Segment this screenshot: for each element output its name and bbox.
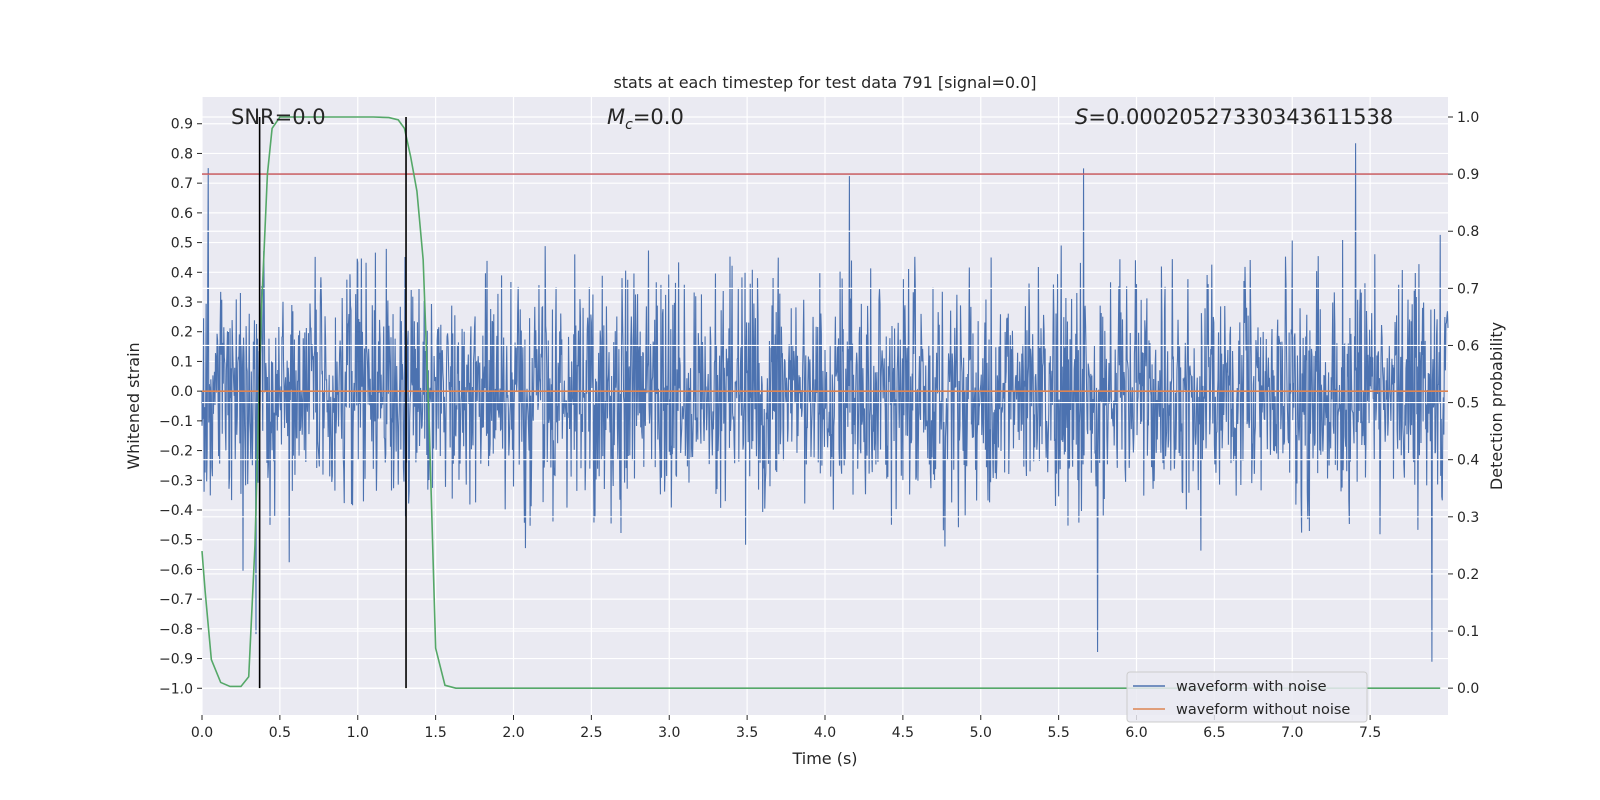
x-tick-label: 6.0 [1125, 725, 1147, 741]
y-tick-label: −1.0 [159, 681, 193, 697]
x-tick-label: 6.5 [1203, 725, 1225, 741]
x-tick-label: 1.5 [424, 725, 446, 741]
x-tick-label: 3.5 [736, 725, 758, 741]
x-tick-label: 2.5 [580, 725, 602, 741]
x-tick-label: 0.0 [191, 725, 213, 741]
y2-tick-label: 0.7 [1457, 281, 1479, 297]
y2-tick-label: 0.3 [1457, 510, 1479, 526]
y-tick-label: −0.3 [159, 473, 193, 489]
y-tick-label: 0.9 [171, 117, 193, 133]
chirp-mass-annotation: Mc=0.0 [607, 105, 684, 133]
x-tick-label: 5.5 [1047, 725, 1069, 741]
mc-symbol: M [607, 105, 625, 129]
y2-tick-label: 0.6 [1457, 338, 1479, 354]
s-value: =0.00020527330343611538 [1088, 105, 1393, 129]
detection-probability-line [201, 116, 1441, 689]
y2-tick-label: 0.9 [1457, 167, 1479, 183]
y-tick-label: 0.3 [171, 295, 193, 311]
y-tick-label: −0.8 [159, 622, 193, 638]
y2-tick-label: 1.0 [1457, 110, 1479, 126]
snr-annotation: SNR=0.0 [231, 105, 326, 129]
y2-tick-label: 0.4 [1457, 453, 1479, 469]
y-tick-label: −0.9 [159, 652, 193, 668]
legend-label-waveform-with-noise: waveform with noise [1176, 679, 1327, 695]
y2-tick-label: 0.1 [1457, 624, 1479, 640]
y2-axis-label: Detection probability [1487, 322, 1506, 490]
y-tick-label: −0.5 [159, 533, 193, 549]
x-tick-label: 0.5 [269, 725, 291, 741]
legend-label-waveform-without-noise: waveform without noise [1176, 702, 1350, 718]
x-tick-label: 4.0 [814, 725, 836, 741]
y-tick-label: −0.1 [159, 414, 193, 430]
y2-tick-label: 0.0 [1457, 681, 1479, 697]
chart-title: stats at each timestep for test data 791… [613, 73, 1036, 92]
chart-overlay [201, 116, 1448, 689]
y-tick-label: 0.6 [171, 206, 193, 222]
legend-box [1126, 671, 1368, 723]
x-tick-label: 1.0 [347, 725, 369, 741]
x-tick-label: 7.0 [1281, 725, 1303, 741]
x-axis-label: Time (s) [791, 749, 857, 768]
y-tick-label: 0.0 [171, 384, 193, 400]
x-tick-label: 4.5 [892, 725, 914, 741]
y-axis-label: Whitened strain [124, 342, 143, 469]
s-symbol: S [1075, 105, 1088, 129]
y-tick-label: −0.2 [159, 444, 193, 460]
y-tick-label: 0.1 [171, 354, 193, 370]
y-tick-label: −0.4 [159, 503, 193, 519]
y-tick-label: −0.6 [159, 562, 193, 578]
legend: waveform with noise waveform without noi… [1126, 671, 1368, 723]
y-tick-label: 0.7 [171, 176, 193, 192]
y-tick-label: 0.8 [171, 146, 193, 162]
x-tick-label: 7.5 [1359, 725, 1381, 741]
y-tick-label: −0.7 [159, 592, 193, 608]
axes: 0.0 0.5 1.0 1.5 2.0 2.5 3.0 3.5 4.0 4.5 5.0 5.5 6.0 6… [159, 110, 1479, 741]
x-tick-label: 3.0 [658, 725, 680, 741]
y-tick-label: 0.5 [171, 236, 193, 252]
y2-tick-label: 0.2 [1457, 567, 1479, 583]
mc-value: =0.0 [633, 105, 684, 129]
y2-tick-label: 0.8 [1457, 224, 1479, 240]
y2-tick-label: 0.5 [1457, 396, 1479, 412]
x-tick-label: 5.0 [970, 725, 992, 741]
y-tick-label: 0.2 [171, 325, 193, 341]
s-annotation: S=0.00020527330343611538 [1075, 105, 1393, 129]
x-tick-label: 2.0 [502, 725, 524, 741]
y-tick-label: 0.4 [171, 265, 193, 281]
mc-subscript: c [625, 117, 633, 133]
